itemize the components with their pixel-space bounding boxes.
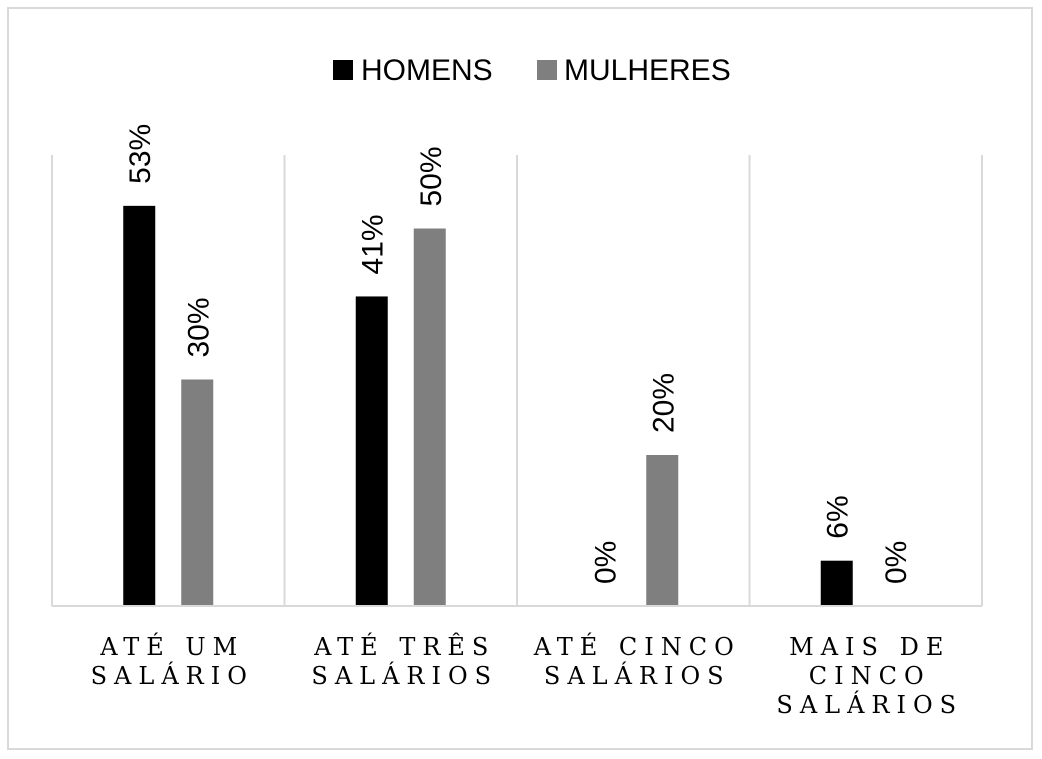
data-label-homens-2: 41% <box>357 214 390 274</box>
legend-label-homens: HOMENS <box>361 54 493 87</box>
legend-label-mulheres: MULHERES <box>564 54 731 87</box>
data-label-mulheres-1: 30% <box>182 297 215 357</box>
category-label-3-line-2: SALÁRIOS <box>544 661 731 690</box>
chart-frame <box>7 7 1033 750</box>
bars <box>123 205 853 606</box>
bar-homens-2 <box>355 296 388 606</box>
bar-mulheres-3 <box>646 455 679 606</box>
legend-swatch-mulheres <box>537 60 557 80</box>
data-label-mulheres-2: 50% <box>415 146 448 206</box>
category-label-4-line-2: CINCO <box>809 662 931 690</box>
legend: HOMENS MULHERES <box>333 54 731 87</box>
category-label-1-line-2: SALÁRIO <box>91 661 254 690</box>
data-label-homens-4: 6% <box>822 495 855 538</box>
category-label-2-line-2: SALÁRIOS <box>311 661 498 690</box>
legend-swatch-homens <box>333 60 353 80</box>
data-label-mulheres-4: 0% <box>880 541 913 584</box>
data-label-mulheres-3: 20% <box>647 373 680 433</box>
data-label-homens-3: 0% <box>589 541 622 584</box>
category-label-4-line-1: MAIS DE <box>789 633 950 661</box>
category-label-4-line-3: SALÁRIOS <box>776 690 963 719</box>
category-label-2-line-1: ATÉ TRÊS <box>313 632 495 661</box>
category-label-3-line-1: ATÉ CINCO <box>533 632 741 661</box>
data-label-homens-1: 53% <box>124 124 157 184</box>
bar-homens-4 <box>820 560 853 606</box>
category-separators <box>51 155 983 606</box>
bar-mulheres-1 <box>181 379 214 606</box>
bar-homens-1 <box>123 205 156 606</box>
bar-mulheres-2 <box>413 228 446 606</box>
category-label-1-line-1: ATÉ UM <box>99 632 244 661</box>
data-labels: 53% 30% 41% 50% 0% 20% 6% 0% <box>124 124 913 584</box>
